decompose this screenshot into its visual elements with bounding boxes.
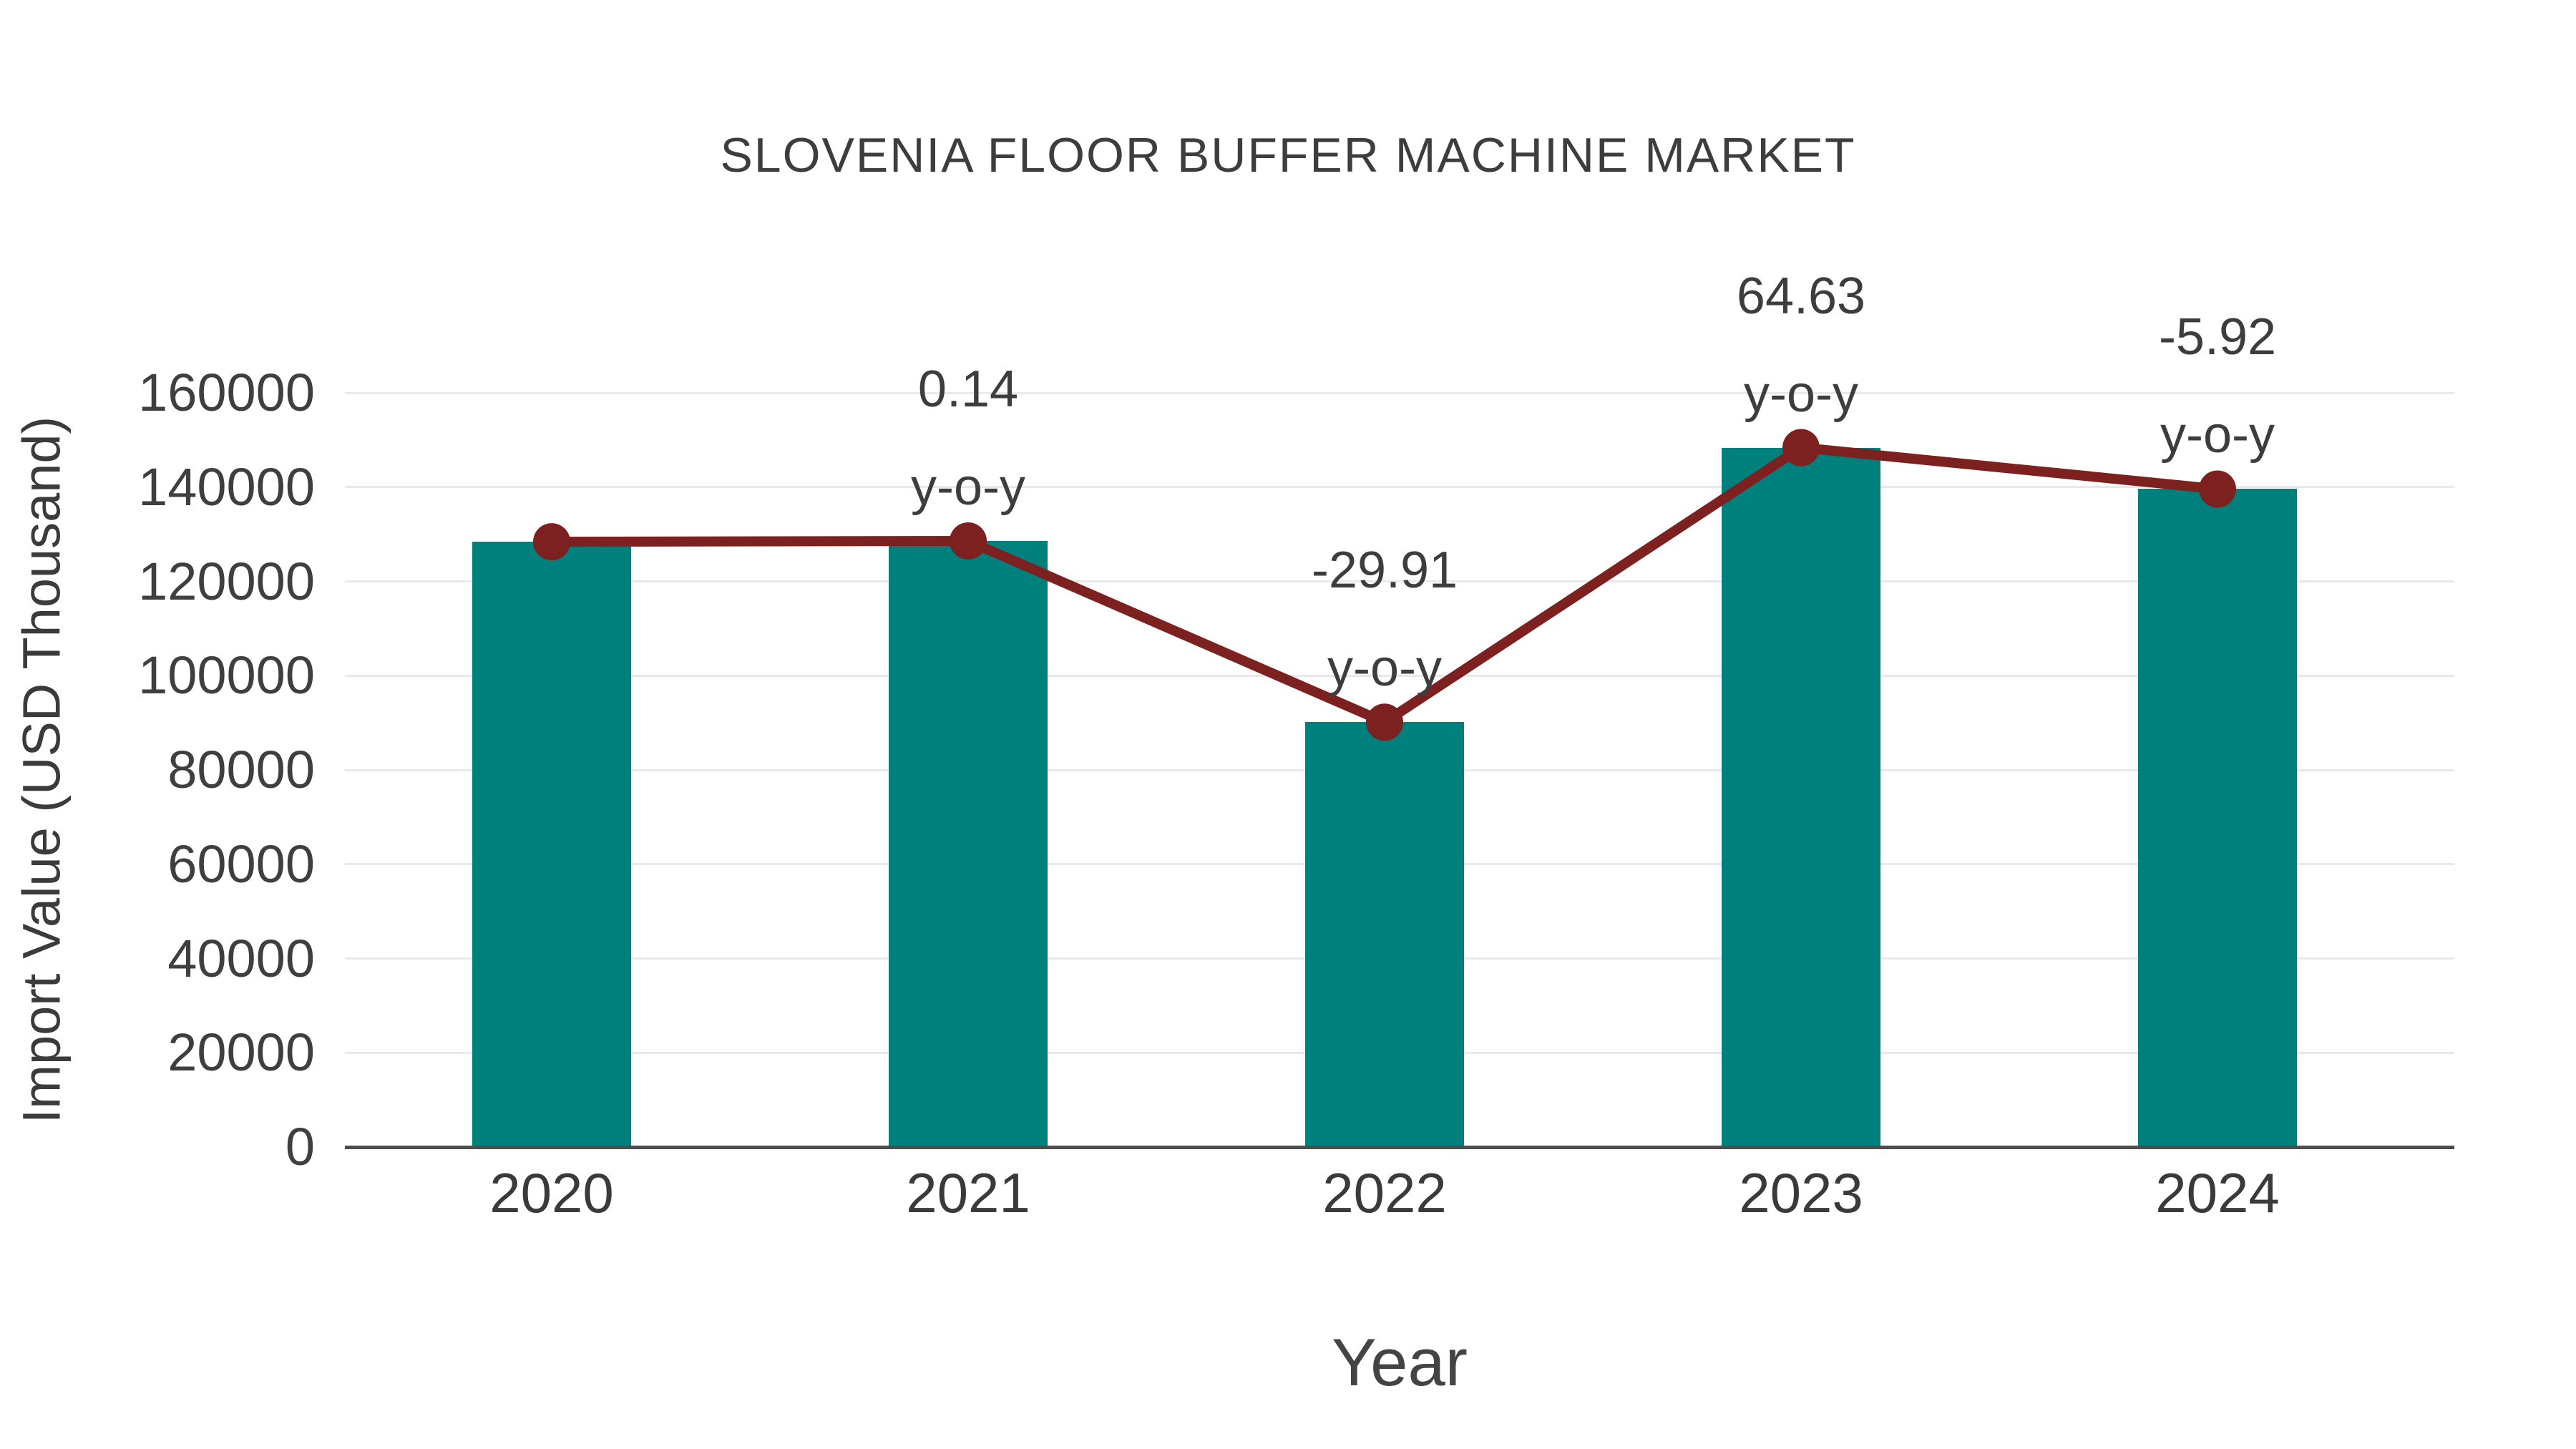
x-tick-label-2021: 2021 (906, 1161, 1030, 1224)
yoy-value-2023: 64.63 (1736, 267, 1866, 325)
bar-2022 (1305, 722, 1464, 1147)
line-marker-2024 (2199, 470, 2236, 508)
yoy-caption-2021: y-o-y (911, 458, 1025, 516)
yoy-caption-2023: y-o-y (1744, 365, 1858, 423)
yoy-value-2024: -5.92 (2158, 308, 2277, 366)
yoy-caption-2024: y-o-y (2160, 406, 2275, 464)
y-tick-label: 60000 (167, 834, 315, 894)
y-gridline (345, 391, 2454, 394)
y-tick-label: 160000 (138, 363, 315, 422)
yoy-value-2022: -29.91 (1311, 542, 1458, 600)
y-gridline (345, 580, 2454, 582)
bar-2021 (889, 540, 1048, 1147)
x-tick-label-2022: 2022 (1322, 1161, 1447, 1224)
x-tick-label-2020: 2020 (489, 1161, 614, 1224)
x-axis-title: Year (1332, 1324, 1468, 1400)
y-gridline (345, 486, 2454, 489)
bar-2023 (1722, 447, 1880, 1147)
y-tick-label: 100000 (138, 645, 315, 706)
y-tick-label: 0 (285, 1117, 315, 1176)
chart-title: SLOVENIA FLOOR BUFFER MACHINE MARKET (720, 128, 1856, 182)
line-marker-2020 (533, 523, 570, 561)
line-marker-2023 (1782, 429, 1820, 467)
x-axis-line (345, 1146, 2454, 1149)
y-tick-label: 40000 (167, 928, 315, 988)
x-tick-label-2024: 2024 (2155, 1161, 2280, 1224)
y-tick-label: 140000 (138, 457, 315, 517)
y-gridline (345, 674, 2454, 677)
y-tick-label: 120000 (138, 551, 315, 611)
bar-2020 (472, 542, 631, 1147)
line-marker-2021 (950, 522, 987, 560)
yoy-caption-2022: y-o-y (1327, 640, 1442, 698)
line-marker-2022 (1366, 703, 1403, 741)
y-tick-label: 20000 (167, 1023, 315, 1083)
y-tick-label: 80000 (167, 740, 315, 799)
bar-2024 (2138, 489, 2297, 1147)
x-tick-label-2023: 2023 (1739, 1161, 1863, 1224)
yoy-value-2021: 0.14 (917, 360, 1019, 418)
